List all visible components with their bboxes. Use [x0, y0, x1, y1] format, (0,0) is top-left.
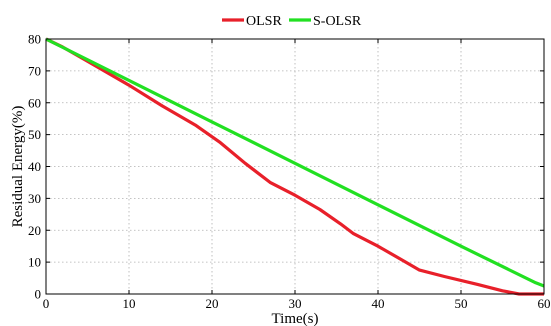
x-tick-label: 10 — [123, 296, 136, 311]
y-tick-label: 0 — [35, 287, 42, 302]
x-tick-label: 20 — [206, 296, 219, 311]
legend-label-olsr: OLSR — [246, 14, 282, 29]
x-tick-label: 50 — [455, 296, 468, 311]
x-tick-label: 60 — [538, 296, 551, 311]
series-line-olsr — [45, 37, 544, 296]
y-tick-label: 50 — [28, 127, 41, 142]
y-tick-label: 10 — [28, 255, 41, 270]
legend-label-s-olsr: S-OLSR — [313, 14, 362, 29]
grid — [46, 39, 544, 294]
y-tick-label: 80 — [28, 32, 41, 47]
y-tick-label: 20 — [28, 223, 41, 238]
y-tick-label: 40 — [28, 159, 41, 174]
x-tick-label: 30 — [289, 296, 302, 311]
y-tick-label: 30 — [28, 191, 41, 206]
x-tick-label: 40 — [372, 296, 385, 311]
x-tick-label: 0 — [43, 296, 50, 311]
y-axis-title: Residual Energy(%) — [10, 106, 26, 228]
axis-ticks: 0 10 20 30 40 50 60 0 10 20 30 40 50 60 70 80 — [28, 32, 551, 312]
y-tick-label: 60 — [28, 95, 41, 110]
y-tick-label: 70 — [28, 63, 41, 78]
series-lines — [45, 37, 545, 296]
legend: OLSR S-OLSR — [222, 14, 362, 29]
series-line-s-olsr — [45, 37, 545, 288]
x-axis-title: Time(s) — [272, 311, 319, 326]
